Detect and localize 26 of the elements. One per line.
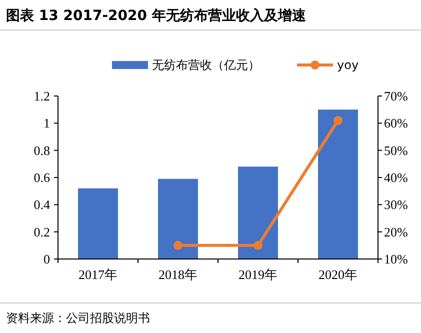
y2-tick-label: 70%	[384, 88, 408, 104]
y2-tick-label: 20%	[384, 224, 408, 240]
y-tick-label: 0	[44, 252, 50, 267]
chart-title: 图表 13 2017-2020 年无纺布营业收入及增速	[6, 7, 307, 24]
bar	[238, 166, 278, 259]
bar	[318, 110, 358, 259]
y2-tick-label: 50%	[384, 142, 408, 158]
y-tick-label: 0.2	[34, 224, 50, 240]
x-tick-label: 2017年	[78, 267, 118, 282]
y-tick-label: 1.2	[34, 88, 50, 104]
y2-tick-label: 10%	[384, 252, 408, 267]
bar	[78, 188, 118, 259]
legend-label: 无纺布营收（亿元）	[152, 58, 260, 72]
legend-label: yoy	[337, 58, 359, 72]
y-tick-label: 0.8	[34, 142, 50, 158]
y-tick-label: 0.6	[34, 170, 50, 186]
bar	[158, 178, 198, 259]
x-tick-label: 2018年	[158, 267, 198, 282]
text: 资料来源：公司招股说明书	[6, 311, 150, 325]
y2-tick-label: 60%	[384, 116, 408, 131]
y-tick-label: 1	[44, 116, 50, 131]
x-tick-label: 2020年	[318, 267, 358, 282]
y2-tick-label: 30%	[384, 197, 408, 212]
y2-tick-label: 40%	[384, 170, 408, 186]
x-tick-label: 2019年	[238, 267, 278, 282]
y-tick-label: 0.4	[34, 197, 50, 212]
